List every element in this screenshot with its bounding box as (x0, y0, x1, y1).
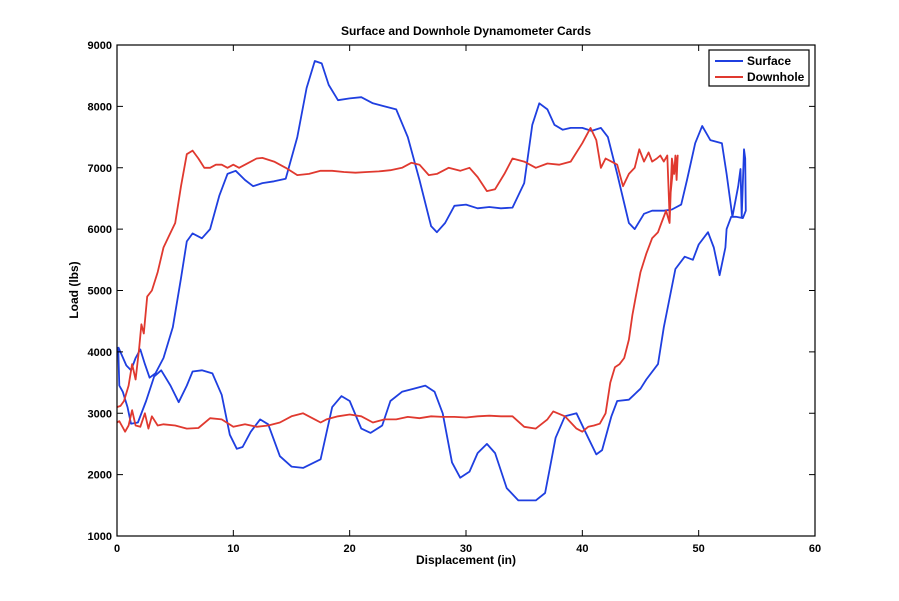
y-axis: 1000 2000 3000 4000 5000 6000 7000 8000 9000 (88, 40, 815, 543)
y-tick-label: 3000 (88, 408, 112, 420)
x-tick-label: 20 (344, 543, 356, 555)
y-tick-label: 2000 (88, 470, 112, 482)
y-axis-title: Load (lbs) (67, 261, 81, 318)
x-tick-label: 0 (114, 543, 120, 555)
x-axis-title: Displacement (in) (416, 553, 516, 567)
legend-label-downhole: Downhole (747, 70, 805, 84)
y-tick-label: 9000 (88, 40, 112, 52)
series-line-downhole (116, 127, 679, 433)
plot-marks (116, 60, 747, 502)
legend-label-surface: Surface (747, 54, 791, 68)
y-tick-label: 8000 (88, 101, 112, 113)
x-axis: 0 10 20 30 40 50 60 (114, 45, 821, 555)
legend-box (708, 49, 810, 87)
chart-title: Surface and Downhole Dynamometer Cards (341, 24, 591, 38)
series-line-surface (117, 60, 747, 502)
x-tick-label: 10 (227, 543, 239, 555)
legend: Surface Downhole (708, 49, 810, 87)
y-tick-label: 5000 (88, 286, 112, 298)
y-tick-label: 6000 (88, 224, 112, 236)
x-tick-label: 40 (576, 543, 588, 555)
x-tick-label: 50 (693, 543, 705, 555)
y-tick-label: 7000 (88, 163, 112, 175)
x-tick-label: 60 (809, 543, 821, 555)
y-tick-label: 4000 (88, 347, 112, 359)
x-tick-label: 30 (460, 543, 472, 555)
y-tick-label: 1000 (88, 531, 112, 543)
